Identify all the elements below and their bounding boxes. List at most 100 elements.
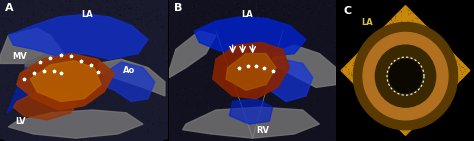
Point [401, 75, 409, 78]
Point [198, 0, 206, 1]
Point [436, 72, 444, 74]
Point [364, 75, 371, 77]
Point [275, 125, 283, 127]
Point [408, 71, 416, 73]
Point [419, 77, 426, 80]
Point [279, 38, 287, 40]
Point [129, 97, 137, 100]
Point [403, 53, 410, 55]
Point [12, 74, 19, 76]
Point [148, 75, 156, 77]
Point [423, 75, 430, 78]
Point [255, 137, 262, 139]
Point [253, 9, 261, 11]
Point [315, 36, 322, 38]
Point [125, 114, 133, 116]
Point [360, 84, 368, 87]
Point [391, 87, 398, 89]
Point [293, 37, 301, 39]
Point [317, 82, 324, 84]
Point [415, 107, 422, 109]
Point [342, 66, 350, 68]
Point [207, 28, 214, 30]
Point [157, 29, 165, 31]
Point [213, 43, 220, 45]
Point [95, 45, 103, 47]
Point [96, 5, 104, 8]
Point [209, 80, 216, 82]
Point [426, 95, 434, 97]
Point [390, 121, 397, 124]
Point [399, 84, 406, 86]
Point [313, 21, 320, 24]
Point [31, 88, 39, 90]
Point [0, 63, 6, 66]
Point [164, 21, 171, 23]
Point [353, 67, 361, 69]
Point [72, 89, 79, 91]
Point [246, 5, 254, 7]
Point [386, 48, 393, 50]
Point [345, 68, 352, 71]
Point [411, 87, 419, 89]
Point [281, 131, 288, 133]
Point [264, 65, 272, 68]
Point [47, 48, 55, 50]
Point [434, 58, 441, 60]
Point [375, 96, 383, 98]
Point [364, 47, 371, 49]
Point [401, 67, 409, 69]
Point [208, 123, 216, 125]
Point [360, 75, 367, 77]
Point [288, 24, 296, 26]
Point [0, 86, 8, 88]
Point [26, 0, 34, 2]
Point [396, 68, 403, 70]
Point [266, 45, 274, 47]
Point [263, 27, 271, 29]
Point [382, 89, 389, 92]
Point [267, 12, 274, 14]
Point [209, 12, 217, 15]
Point [33, 19, 41, 22]
Point [94, 14, 101, 16]
Point [309, 10, 316, 12]
Point [219, 41, 227, 43]
Point [372, 35, 380, 38]
Point [377, 68, 384, 70]
Point [232, 127, 240, 130]
Point [92, 37, 100, 39]
Point [146, 6, 153, 9]
Point [260, 5, 268, 7]
Point [406, 75, 413, 77]
Point [397, 40, 405, 42]
Point [221, 84, 228, 87]
Point [229, 103, 237, 106]
Point [403, 74, 410, 76]
Point [420, 78, 428, 80]
Point [160, 37, 167, 39]
Point [164, 30, 171, 32]
Point [147, 92, 155, 94]
Point [398, 99, 405, 102]
Point [435, 42, 443, 44]
Point [458, 76, 465, 78]
Point [447, 81, 455, 83]
Point [379, 40, 387, 42]
Point [405, 71, 412, 73]
Point [235, 7, 242, 10]
Point [44, 22, 51, 24]
Point [377, 70, 385, 72]
Point [128, 112, 135, 114]
Point [8, 41, 15, 43]
Point [69, 124, 76, 126]
Point [137, 72, 144, 75]
Point [228, 96, 236, 98]
Point [0, 14, 6, 16]
Point [395, 83, 402, 85]
Point [180, 21, 188, 23]
Point [121, 77, 128, 79]
Point [393, 29, 401, 31]
Point [163, 60, 170, 63]
Point [21, 35, 29, 38]
